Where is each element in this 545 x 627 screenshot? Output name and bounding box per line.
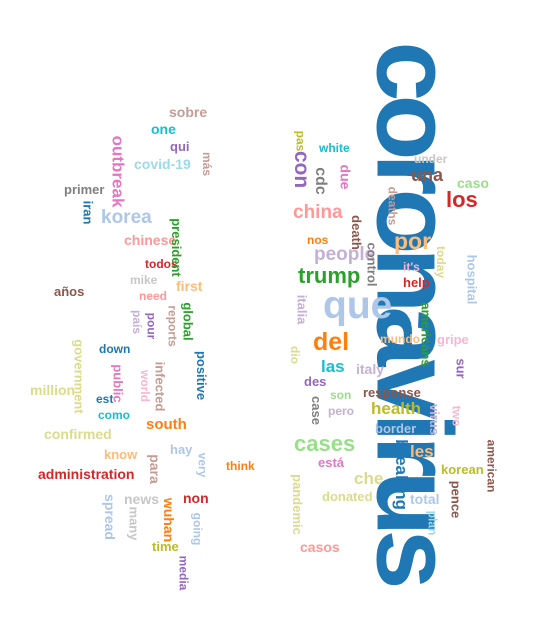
word-primer: primer: [64, 182, 105, 197]
word-gripe: gripe: [437, 332, 469, 347]
word-wuhan: wuhan: [161, 497, 178, 543]
word-down: down: [99, 342, 131, 356]
word-outbreak: outbreak: [108, 135, 128, 208]
word-president: president: [168, 218, 184, 277]
word-news: news: [124, 491, 160, 507]
word-south: south: [146, 416, 187, 433]
word-sobre: sobre: [169, 104, 208, 120]
word-health: health: [371, 399, 422, 418]
word-deaths: deaths: [385, 186, 400, 226]
word-two: two: [449, 405, 464, 427]
word-its: it's: [403, 260, 420, 274]
word-confirmed: confirmed: [44, 426, 112, 442]
word-anos: años: [54, 284, 85, 299]
word-border: border: [375, 421, 417, 436]
word-italy: italy: [356, 361, 385, 377]
word-para: para: [146, 454, 163, 484]
word-plan: plan: [425, 510, 440, 536]
word-pais: país: [130, 309, 145, 335]
word-chinese: chinese: [124, 232, 177, 248]
word-million: million: [30, 382, 76, 398]
word-one: one: [151, 121, 176, 137]
word-case: case: [308, 396, 324, 425]
word-esta: está: [318, 455, 345, 470]
word-del: del: [313, 328, 350, 356]
word-time: time: [152, 539, 179, 554]
word-covid-19: covid-19: [134, 156, 191, 172]
word-control: control: [364, 242, 380, 287]
word-trump: trump: [298, 263, 361, 288]
word-need: need: [139, 289, 168, 303]
word-mas: más: [200, 151, 215, 177]
word-reports: reports: [165, 305, 180, 347]
word-iran: iran: [80, 200, 96, 225]
word-por: por: [394, 228, 432, 254]
word-china: china: [293, 202, 343, 223]
word-americans: americans: [418, 302, 434, 367]
word-est: est: [96, 392, 114, 406]
word-very: very: [195, 452, 210, 478]
word-sur: sur: [453, 358, 469, 379]
word-pandemic: pandemic: [289, 474, 305, 535]
word-cdc: cdc: [311, 167, 329, 195]
word-under: under: [414, 152, 448, 166]
word-todos: todos: [145, 257, 178, 271]
word-cases: cases: [294, 431, 356, 456]
word-caso: caso: [457, 175, 489, 191]
word-las: las: [321, 357, 345, 376]
word-pero: pero: [328, 404, 355, 418]
word-casos: casos: [300, 539, 340, 555]
word-due: due: [337, 164, 354, 190]
word-government: government: [71, 339, 87, 414]
word-italia: italia: [294, 294, 310, 325]
word-nos: nos: [307, 233, 329, 247]
word-korea: korea: [101, 207, 152, 228]
word-che: che: [354, 469, 384, 488]
word-korean: korean: [441, 462, 484, 477]
word-con: con: [290, 150, 314, 189]
word-today: today: [434, 245, 449, 279]
word-people: people: [314, 244, 376, 265]
word-mike: mike: [130, 273, 158, 287]
word-white: white: [319, 141, 350, 155]
word-una: una: [411, 165, 444, 185]
word-know: know: [104, 447, 138, 462]
word-death: death: [348, 215, 364, 250]
word-american: american: [484, 439, 499, 493]
word-virus: virus: [427, 403, 443, 436]
word-help: help: [403, 275, 430, 290]
word-total: total: [410, 491, 440, 507]
word-going: going: [190, 512, 205, 546]
word-non: non: [183, 490, 209, 506]
word-positive: positive: [194, 350, 210, 401]
word-des: des: [304, 374, 327, 389]
word-como: como: [98, 408, 131, 422]
word-think: think: [226, 459, 255, 473]
word-son: son: [330, 388, 352, 402]
word-global: global: [180, 302, 196, 341]
word-many: many: [126, 506, 142, 541]
word-response: response: [363, 385, 421, 400]
word-mundo: mundo: [380, 332, 420, 346]
word-hay: hay: [170, 442, 193, 457]
word-media: media: [176, 555, 191, 591]
word-first: first: [176, 278, 203, 294]
word-pas: pas: [293, 130, 308, 152]
word-los: los: [446, 187, 478, 212]
word-world: world: [138, 370, 152, 402]
word-donated: donated: [322, 489, 373, 504]
word-les: les: [410, 442, 434, 461]
word-pour: pour: [144, 312, 159, 340]
word-breaking: breaking: [391, 439, 411, 510]
word-infected: infected: [152, 361, 168, 412]
word-qui: qui: [170, 139, 190, 154]
word-spread: spread: [101, 494, 118, 540]
word-que: que: [323, 284, 393, 327]
word-public: public: [110, 364, 126, 403]
word-pence: pence: [448, 480, 464, 519]
word-dio: dio: [288, 346, 302, 364]
word-hospital: hospital: [464, 254, 480, 305]
word-administration: administration: [38, 466, 135, 482]
